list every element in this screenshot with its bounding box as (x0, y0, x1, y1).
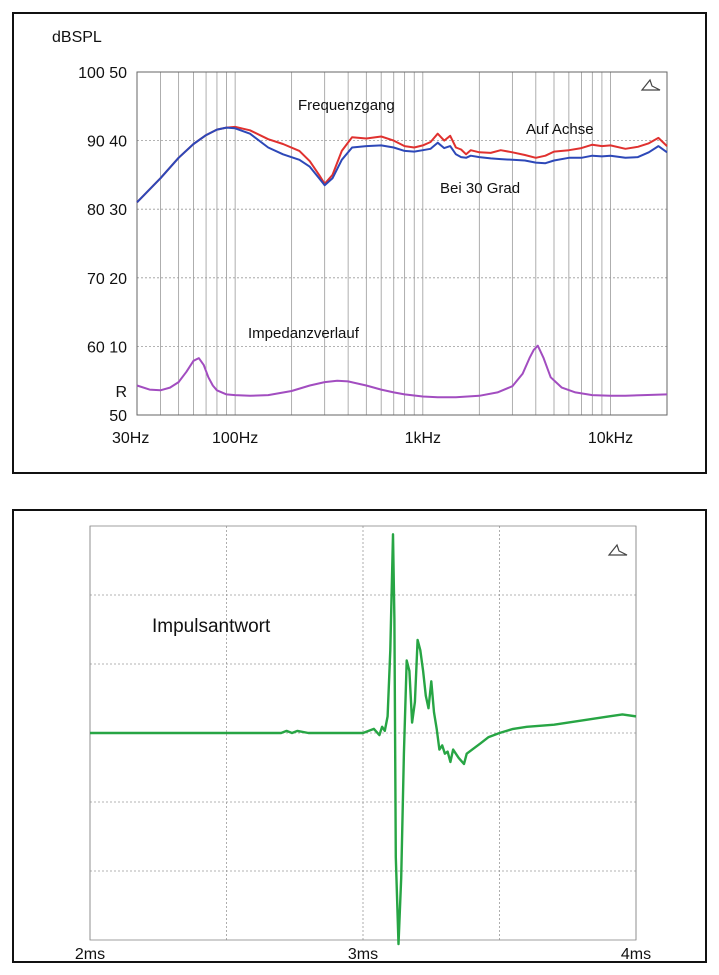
series-line-on-axis (136, 125, 668, 203)
y-tick-label: 70 20 (87, 271, 127, 288)
measurement-mic-icon (640, 78, 661, 91)
series-line-impedance (136, 344, 668, 399)
y-tick-label: 80 30 (87, 202, 127, 219)
annotation-bei-30-grad: Bei 30 Grad (440, 180, 520, 197)
freq-series (136, 125, 668, 399)
annotation-auf-achse: Auf Achse (526, 121, 594, 138)
x-tick-label: 10kHz (588, 430, 633, 447)
x-tick-label: 100Hz (212, 430, 258, 447)
annotation-impedanzverlauf: Impedanzverlauf (248, 325, 360, 342)
frequency-response-panel (12, 12, 707, 474)
y-axis-label: dBSPL (52, 29, 102, 46)
y-tick-label: R (115, 384, 127, 401)
y-tick-label: 50 (109, 408, 127, 425)
series-line-off-axis (136, 126, 668, 203)
y-tick-label: 100 50 (78, 65, 127, 82)
freq-plot-border (136, 71, 668, 416)
frequency-response-chart: 100 50 90 40 80 30 70 20 60 10 R 50 30Hz 100Hz 1k… (52, 29, 668, 447)
y-tick-label: 60 10 (87, 339, 127, 356)
freq-grid (136, 71, 668, 416)
x-tick-label: 1kHz (405, 430, 441, 447)
x-tick-label: 30Hz (112, 430, 149, 447)
annotation-frequenzgang: Frequenzgang (298, 97, 395, 114)
impulse-response-panel (12, 509, 707, 963)
y-tick-label: 90 40 (87, 134, 127, 151)
freq-labels: 100 50 90 40 80 30 70 20 60 10 R 50 30Hz 100Hz 1k… (78, 65, 633, 447)
